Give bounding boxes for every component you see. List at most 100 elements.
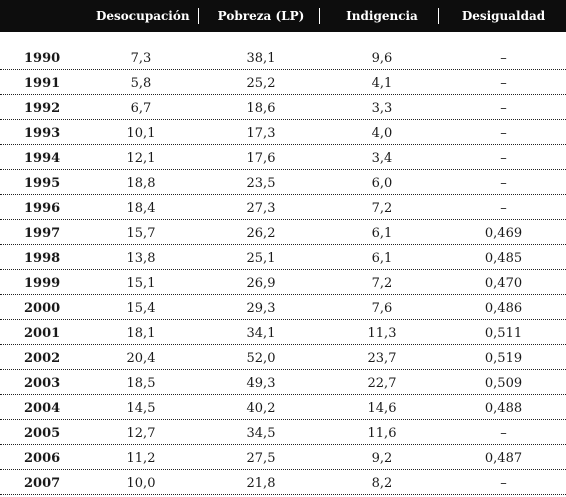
table-row: 1995 18,8 23,5 6,0 – [0, 170, 566, 195]
indigencia-cell: 7,2 [371, 276, 393, 291]
pobreza-cell: 34,1 [246, 326, 276, 341]
indigencia-cell: 4,1 [371, 76, 393, 91]
row-divider [0, 344, 566, 345]
table-row: 2005 12,7 34,5 11,6 – [0, 420, 566, 445]
row-divider [0, 444, 566, 445]
desigualdad-cell: 0,470 [484, 276, 523, 291]
desocupacion-cell: 12,1 [126, 151, 156, 166]
row-divider [0, 219, 566, 220]
header-pobreza: Pobreza (LP) [217, 9, 305, 23]
year-cell: 2001 [24, 326, 61, 341]
desigualdad-cell: – [500, 476, 507, 491]
year-cell: 2006 [24, 451, 61, 466]
desocupacion-cell: 10,0 [126, 476, 156, 491]
table-row: 1998 13,8 25,1 6,1 0,485 [0, 245, 566, 270]
pobreza-cell: 49,3 [246, 376, 276, 391]
desigualdad-cell: 0,487 [484, 451, 523, 466]
year-cell: 1997 [24, 226, 61, 241]
year-cell: 2004 [24, 401, 61, 416]
row-divider [0, 69, 566, 70]
year-cell: 2003 [24, 376, 61, 391]
table-row: 1992 6,7 18,6 3,3 – [0, 95, 566, 120]
year-cell: 1990 [24, 51, 61, 66]
row-divider [0, 119, 566, 120]
indigencia-cell: 11,6 [367, 426, 397, 441]
desigualdad-cell: – [500, 51, 507, 66]
desocupacion-cell: 18,4 [126, 201, 156, 216]
pobreza-cell: 52,0 [246, 351, 276, 366]
year-cell: 1999 [24, 276, 61, 291]
desigualdad-cell: – [500, 126, 507, 141]
desigualdad-cell: – [500, 426, 507, 441]
year-cell: 1995 [24, 176, 61, 191]
indigencia-cell: 23,7 [367, 351, 397, 366]
desigualdad-cell: 0,511 [484, 326, 523, 341]
table-row: 1994 12,1 17,6 3,4 – [0, 145, 566, 170]
desigualdad-cell: – [500, 101, 507, 116]
row-divider [0, 419, 566, 420]
indigencia-cell: 22,7 [367, 376, 397, 391]
desocupacion-cell: 14,5 [126, 401, 156, 416]
desocupacion-cell: 18,8 [126, 176, 156, 191]
indigencia-cell: 6,1 [371, 251, 393, 266]
desocupacion-cell: 10,1 [126, 126, 156, 141]
desigualdad-cell: 0,488 [484, 401, 523, 416]
desigualdad-cell: 0,485 [484, 251, 523, 266]
year-cell: 2002 [24, 351, 61, 366]
indigencia-cell: 3,4 [371, 151, 393, 166]
desigualdad-cell: 0,469 [484, 226, 523, 241]
desigualdad-cell: 0,519 [484, 351, 523, 366]
desocupacion-cell: 18,5 [126, 376, 156, 391]
row-divider [0, 294, 566, 295]
desigualdad-cell: – [500, 176, 507, 191]
desocupacion-cell: 12,7 [126, 426, 156, 441]
table-header: Desocupación Pobreza (LP) Indigencia (LI… [0, 0, 566, 55]
indigencia-cell: 11,3 [367, 326, 397, 341]
desocupacion-cell: 15,4 [126, 301, 156, 316]
indigencia-cell: 3,3 [371, 101, 393, 116]
table-row: 1993 10,1 17,3 4,0 – [0, 120, 566, 145]
pobreza-cell: 17,6 [246, 151, 276, 166]
year-cell: 1993 [24, 126, 61, 141]
year-cell: 2005 [24, 426, 61, 441]
pobreza-cell: 34,5 [246, 426, 276, 441]
desigualdad-cell: 0,509 [484, 376, 523, 391]
pobreza-cell: 40,2 [246, 401, 276, 416]
header-desocupacion: Desocupación [96, 9, 190, 23]
indigencia-cell: 4,0 [371, 126, 393, 141]
row-divider [0, 394, 566, 395]
indigencia-cell: 6,0 [371, 176, 393, 191]
table-row: 2002 20,4 52,0 23,7 0,519 [0, 345, 566, 370]
desigualdad-cell: – [500, 151, 507, 166]
indigencia-cell: 6,1 [371, 226, 393, 241]
year-cell: 1996 [24, 201, 61, 216]
table-row: 2006 11,2 27,5 9,2 0,487 [0, 445, 566, 470]
row-divider [0, 369, 566, 370]
indigencia-cell: 8,2 [371, 476, 393, 491]
row-divider [0, 469, 566, 470]
indigencia-cell: 9,6 [371, 51, 393, 66]
desigualdad-cell: – [500, 201, 507, 216]
table-row: 2004 14,5 40,2 14,6 0,488 [0, 395, 566, 420]
indigencia-cell: 14,6 [367, 401, 397, 416]
row-divider [0, 94, 566, 95]
table-row: 1999 15,1 26,9 7,2 0,470 [0, 270, 566, 295]
desocupacion-cell: 18,1 [126, 326, 156, 341]
desigualdad-cell: – [500, 76, 507, 91]
header-divider [319, 8, 320, 24]
header-divider [438, 8, 439, 24]
pobreza-cell: 21,8 [246, 476, 276, 491]
desocupacion-cell: 15,1 [126, 276, 156, 291]
pobreza-cell: 27,5 [246, 451, 276, 466]
row-divider [0, 319, 566, 320]
pobreza-cell: 29,3 [246, 301, 276, 316]
year-cell: 1991 [24, 76, 61, 91]
table-row: 1990 7,3 38,1 9,6 – [0, 45, 566, 70]
pobreza-cell: 25,1 [246, 251, 276, 266]
pobreza-cell: 27,3 [246, 201, 276, 216]
pobreza-cell: 17,3 [246, 126, 276, 141]
desigualdad-cell: 0,486 [484, 301, 523, 316]
table-row: 2000 15,4 29,3 7,6 0,486 [0, 295, 566, 320]
pobreza-cell: 26,2 [246, 226, 276, 241]
table-row: 2001 18,1 34,1 11,3 0,511 [0, 320, 566, 345]
